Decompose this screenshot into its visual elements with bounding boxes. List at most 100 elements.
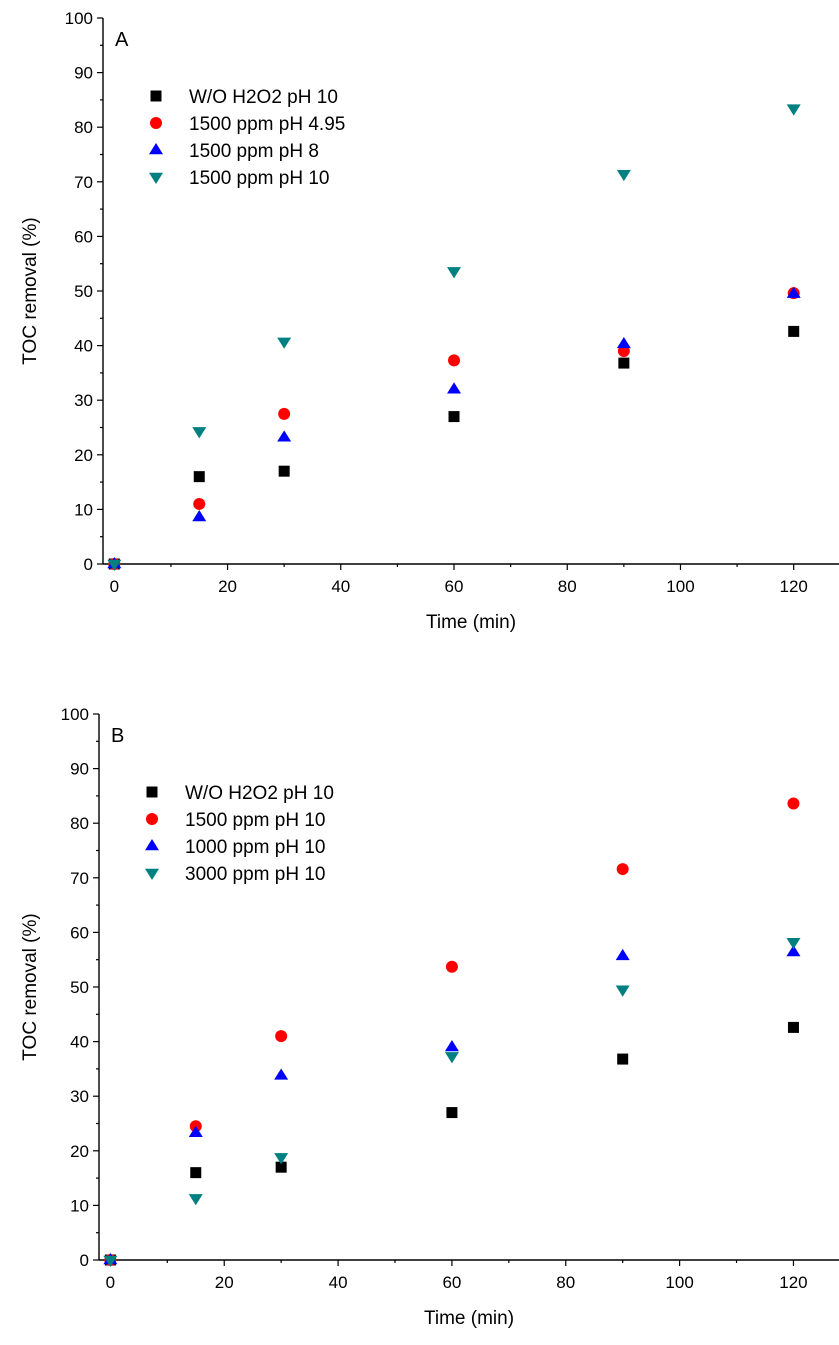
data-point: [107, 559, 122, 571]
data-point: [618, 357, 630, 369]
y-tick-label: 40: [74, 337, 93, 356]
data-point: [616, 169, 631, 182]
x-tick-label: 80: [558, 577, 577, 596]
legend-marker: [146, 813, 158, 825]
data-point: [444, 1040, 459, 1052]
data-point: [278, 407, 291, 420]
data-point: [615, 985, 630, 997]
legend-entry: 1500 ppm pH 10: [189, 168, 330, 189]
data-point: [786, 938, 801, 950]
series-3: [103, 945, 801, 1265]
x-tick-label: 0: [110, 577, 119, 596]
y-tick-label: 100: [61, 705, 89, 724]
legend-entry: 1500 ppm pH 4.95: [189, 114, 345, 135]
data-point: [444, 1052, 459, 1064]
data-point: [616, 863, 629, 876]
data-point: [786, 945, 801, 957]
data-point: [788, 325, 800, 337]
legend-entry: W/O H2O2 pH 10: [185, 783, 334, 804]
data-point: [193, 497, 206, 510]
y-tick-label: 60: [74, 227, 93, 246]
y-axis-label: TOC removal (%): [20, 913, 41, 1060]
series-3: [107, 286, 801, 569]
x-tick-label: 40: [331, 577, 350, 596]
x-tick-label: 60: [445, 577, 464, 596]
data-point: [448, 411, 460, 423]
y-tick-label: 80: [70, 814, 89, 833]
x-tick-label: 100: [665, 1273, 693, 1292]
chart-b: 0 10 20 30 40 50 60 70 80 90 100 0 20 40 60 80 100 120 Tim…: [20, 705, 839, 1329]
data-point: [447, 382, 462, 394]
series-2: [108, 287, 800, 570]
x-tick-label: 40: [329, 1273, 348, 1292]
data-point: [192, 427, 207, 439]
legend-entry: 3000 ppm pH 10: [185, 864, 326, 885]
data-point: [188, 1125, 203, 1137]
data-point: [274, 1153, 289, 1165]
legend: W/O H2O2 pH 10 1500 ppm pH 10 1000 ppm pH …: [145, 783, 334, 885]
y-tick-label: 10: [70, 1196, 89, 1215]
data-point: [616, 336, 631, 349]
legend-marker: [150, 117, 162, 129]
data-point: [275, 1030, 288, 1043]
x-tick-label: 100: [666, 577, 694, 596]
y-tick-label: 0: [80, 1251, 89, 1270]
data-point: [786, 286, 801, 298]
data-point: [446, 1107, 458, 1119]
data-point: [188, 1194, 203, 1206]
data-point: [275, 1161, 287, 1173]
y-tick-label: 100: [65, 9, 93, 28]
series-4: [103, 938, 801, 1267]
y-tick-label: 30: [74, 391, 93, 410]
x-tick-label: 20: [215, 1273, 234, 1292]
y-tick-label: 10: [74, 500, 93, 519]
y-tick-label: 50: [74, 282, 93, 301]
x-tick-label: 20: [218, 577, 237, 596]
data-point: [274, 1068, 289, 1080]
legend-marker: [150, 90, 162, 102]
data-point: [447, 267, 462, 279]
y-tick-label: 50: [70, 978, 89, 997]
y-tick-label: 30: [70, 1087, 89, 1106]
y-tick-label: 90: [74, 64, 93, 83]
y-tick-label: 40: [70, 1033, 89, 1052]
y-tick-label: 90: [70, 760, 89, 779]
y-tick-label: 0: [84, 555, 93, 574]
y-tick-label: 20: [70, 1142, 89, 1161]
legend-marker: [145, 839, 159, 851]
legend-marker: [146, 786, 158, 798]
y-tick-label: 20: [74, 446, 93, 465]
legend-marker: [149, 172, 163, 184]
series-4: [107, 104, 801, 571]
x-tick-label: 0: [106, 1273, 115, 1292]
panel-label: A: [115, 29, 129, 51]
x-tick-label: 60: [442, 1273, 461, 1292]
data-point: [445, 960, 458, 973]
data-point: [190, 1167, 202, 1179]
data-point: [787, 1021, 799, 1033]
data-point: [278, 465, 290, 477]
x-axis-label: Time (min): [424, 1308, 514, 1329]
legend-entry: 1000 ppm pH 10: [185, 837, 326, 858]
y-axis-label: TOC removal (%): [20, 217, 41, 364]
legend-entry: 1500 ppm pH 10: [185, 810, 326, 831]
chart-a: 0 10 20 30 40 50 60 70 80 90 100 0 20 40 60 80 100 120 Tim…: [20, 9, 839, 633]
data-point: [617, 1053, 629, 1065]
legend-marker: [149, 143, 163, 155]
data-point: [787, 797, 800, 810]
legend: W/O H2O2 pH 10 1500 ppm pH 4.95 1500 ppm p…: [149, 87, 345, 189]
x-tick-label: 80: [556, 1273, 575, 1292]
data-point: [786, 104, 801, 116]
x-tick-label: 120: [780, 577, 808, 596]
x-axis-label: Time (min): [426, 612, 516, 633]
y-tick-label: 60: [70, 923, 89, 942]
data-point: [448, 354, 461, 367]
legend-marker: [145, 868, 159, 880]
panel-label: B: [111, 725, 124, 747]
legend-entry: W/O H2O2 pH 10: [189, 87, 338, 108]
y-tick-label: 80: [74, 118, 93, 137]
legend-entry: 1500 ppm pH 8: [189, 141, 319, 162]
data-point: [192, 510, 207, 522]
data-point: [277, 430, 292, 442]
